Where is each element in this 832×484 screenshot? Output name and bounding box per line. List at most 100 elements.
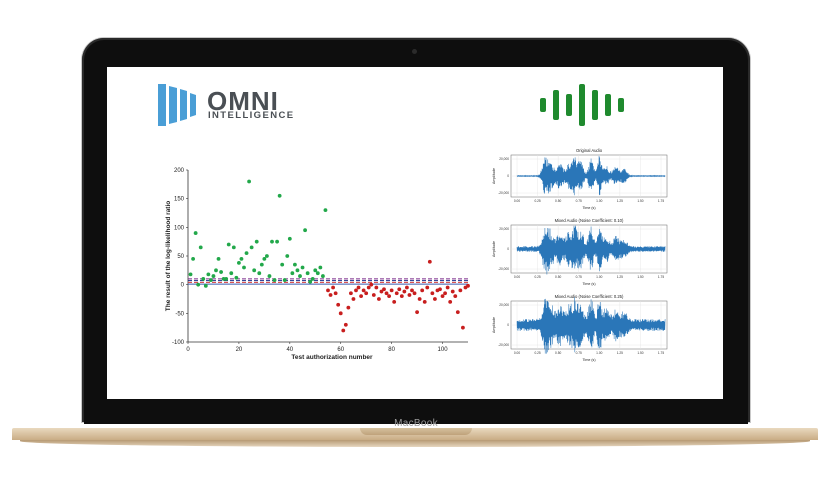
y-tick-label: 20,000: [499, 157, 509, 161]
x-tick-label: 60: [337, 347, 344, 353]
scatter-point: [402, 289, 407, 294]
y-tick-label: 0: [507, 323, 509, 327]
y-tick-label: 0: [181, 283, 185, 289]
scatter-point: [359, 294, 363, 299]
scatter-point: [445, 285, 450, 290]
scatter-point: [272, 278, 277, 282]
scatter-point: [364, 291, 369, 296]
x-tick-label: 0.00: [514, 199, 520, 203]
scatter-point: [433, 297, 437, 301]
x-tick-label: 1.00: [596, 275, 602, 279]
y-tick-label: 0: [507, 247, 509, 251]
scatter-point: [407, 293, 412, 297]
scatter-point: [415, 310, 419, 315]
x-tick-label: 1.00: [596, 199, 602, 203]
laptop-notch: [360, 428, 472, 435]
x-tick-label: 80: [388, 347, 395, 353]
scatter-point: [377, 297, 381, 301]
scatter-point: [455, 310, 460, 315]
scatter-point: [338, 311, 343, 316]
scatter-point: [211, 274, 216, 278]
x-tick-label: 1.50: [637, 275, 643, 279]
scatter-point: [198, 245, 203, 250]
scatter-point: [300, 265, 305, 270]
x-tick-label: 0.25: [534, 199, 540, 203]
scatter-point: [290, 271, 295, 276]
scatter-point: [285, 254, 290, 258]
scatter-point: [191, 256, 195, 261]
x-tick-label: 0.50: [555, 275, 561, 279]
scatter-point: [450, 289, 455, 294]
y-axis-label: Amplitude: [492, 317, 496, 333]
scatter-point: [366, 285, 371, 290]
scatter-point: [466, 283, 470, 288]
scatter-point: [267, 274, 272, 278]
x-axis-label: Test authorization number: [291, 354, 373, 361]
scatter-point: [440, 294, 445, 299]
y-axis-label: The result of the log-likelihood ratio: [165, 201, 172, 312]
x-tick-label: 0.75: [576, 351, 582, 355]
scatter-point: [188, 272, 193, 277]
scatter-point: [374, 285, 379, 290]
threshold-lines: [188, 278, 468, 285]
scatter-point: [458, 288, 463, 293]
scatter-point: [410, 288, 414, 293]
scatter-point: [379, 289, 384, 294]
scatter-point: [265, 254, 269, 258]
scatter-point: [371, 293, 376, 297]
y-tick-label: -100: [172, 340, 185, 346]
scatter-point: [326, 288, 330, 293]
x-tick-label: 0.00: [514, 275, 520, 279]
scatter-point: [397, 287, 402, 292]
logo-subword: INTELLIGENCE: [208, 110, 295, 121]
scatter-point: [252, 268, 257, 273]
x-tick-label: 40: [286, 347, 293, 353]
x-tick-label: 0.25: [534, 351, 540, 355]
x-tick-label: 0.00: [514, 351, 520, 355]
scatter-point: [438, 287, 442, 292]
y-tick-label: -20,000: [498, 267, 509, 271]
x-tick-label: 1.75: [658, 275, 664, 279]
x-axis-label: Time (s): [582, 358, 595, 362]
x-tick-label: 1.75: [658, 199, 664, 203]
scatter-point: [318, 265, 323, 270]
sound-wave-icon: [540, 84, 624, 126]
scatter-point: [298, 274, 302, 278]
y-tick-label: -20,000: [498, 191, 509, 195]
x-axis-label: Time (s): [582, 206, 595, 210]
scatter-point: [206, 272, 211, 277]
scatter-point: [310, 277, 315, 281]
scatter-point: [270, 239, 274, 244]
scatter-point: [399, 294, 404, 299]
x-tick-label: 1.00: [596, 351, 602, 355]
scatter-point: [420, 288, 425, 293]
x-tick-label: 1.50: [637, 199, 643, 203]
scatter-point: [247, 179, 251, 184]
scatter-point: [336, 302, 341, 307]
scatter-point: [231, 245, 236, 250]
y-tick-label: 20,000: [499, 303, 509, 307]
laptop-base-lip: [20, 440, 810, 447]
x-tick-label: 1.25: [617, 275, 623, 279]
scatter-point: [259, 262, 264, 267]
scatter-point: [315, 271, 320, 276]
x-tick-label: 1.50: [637, 351, 643, 355]
scatter-point: [287, 236, 292, 241]
camera-dot: [412, 49, 417, 54]
mixed-audio-010-chart: 0.00 0.25 0.50 0.75 1.00 1.25 1.50 1.75 20,000 0 -…: [492, 218, 668, 286]
scatter-point: [427, 259, 432, 264]
scatter-point: [234, 275, 239, 280]
scatter-point: [308, 279, 313, 284]
scatter-point: [321, 274, 325, 278]
scatter-point: [394, 291, 399, 296]
scatter-point: [341, 328, 346, 333]
omni-bars-icon: [158, 84, 196, 126]
scatter-point: [405, 285, 409, 290]
scatter-point: [275, 239, 279, 244]
scatter-point: [387, 294, 391, 299]
scatter-point: [389, 288, 394, 293]
scatter-point: [443, 291, 447, 296]
scatter-point: [242, 265, 246, 270]
